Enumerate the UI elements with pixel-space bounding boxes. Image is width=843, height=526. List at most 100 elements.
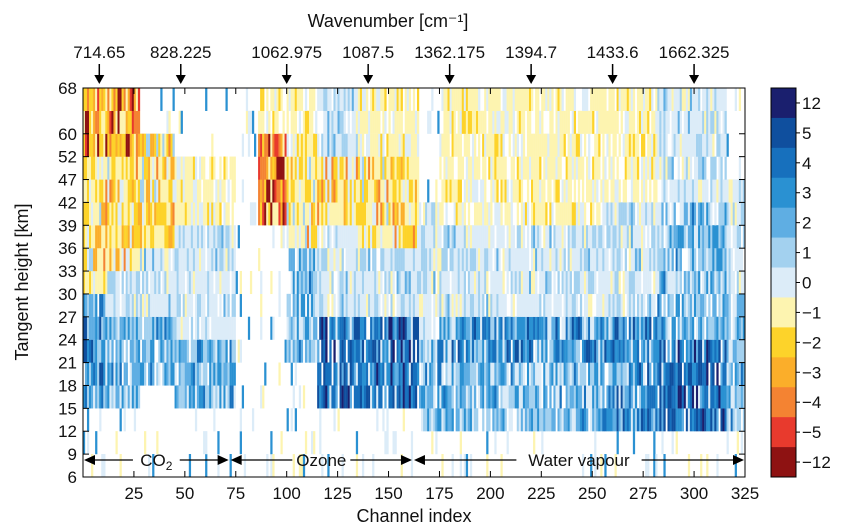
heatmap-cell [431, 225, 434, 249]
heatmap-cell [335, 362, 338, 386]
heatmap-cell [298, 248, 302, 272]
heatmap-cell [575, 362, 579, 386]
heatmap-cell [592, 339, 595, 363]
heatmap-cell [129, 362, 132, 386]
heatmap-cell [107, 156, 110, 180]
heatmap-cell [583, 339, 587, 363]
heatmap-cell [673, 270, 676, 295]
heatmap-cell [459, 362, 462, 386]
heatmap-cell [319, 316, 322, 340]
heatmap-cell [638, 385, 642, 409]
heatmap-cell [712, 156, 715, 180]
heatmap-cell [121, 110, 124, 134]
heatmap-cell [298, 156, 302, 180]
heatmap-cell [160, 156, 163, 180]
heatmap-cell [661, 110, 664, 134]
heatmap-cell [602, 88, 605, 111]
heatmap-cell [288, 248, 291, 272]
heatmap-cell [628, 88, 632, 111]
heatmap-cell [583, 248, 587, 272]
heatmap-cell [561, 408, 564, 432]
heatmap-cell [512, 110, 515, 134]
heatmap-cell [125, 316, 128, 340]
heatmap-cell [618, 293, 621, 317]
heatmap-cell [160, 179, 163, 203]
heatmap-cell [217, 362, 220, 386]
heatmap-cell [740, 179, 744, 203]
heatmap-cell [720, 293, 723, 317]
heatmap-cell [400, 385, 403, 409]
heatmap-cell [712, 88, 715, 111]
heatmap-cell [600, 316, 603, 340]
heatmap-cell [146, 293, 149, 317]
heatmap-cell [396, 88, 399, 111]
heatmap-cell [451, 88, 454, 111]
heatmap-cell [693, 385, 697, 409]
heatmap-cell [217, 431, 220, 455]
heatmap-cell [95, 133, 98, 157]
heatmap-cell [205, 270, 208, 295]
heatmap-cell [178, 179, 181, 203]
heatmap-cell [294, 88, 297, 111]
heatmap-cell [685, 156, 689, 180]
heatmap-cell [219, 179, 222, 203]
heatmap-cell [500, 362, 503, 386]
heatmap-cell [215, 270, 218, 295]
heatmap-cell [103, 225, 106, 249]
heatmap-cell [115, 225, 118, 249]
heatmap-cell [282, 202, 285, 226]
heatmap-cell [622, 339, 625, 363]
heatmap-cell [590, 339, 593, 363]
heatmap-cell [292, 270, 295, 295]
heatmap-cell [382, 156, 385, 180]
heatmap-cell [93, 362, 96, 386]
heatmap-cell [141, 339, 145, 363]
heatmap-cell [117, 316, 120, 340]
heatmap-cell [402, 248, 405, 272]
heatmap-cell [712, 270, 715, 295]
heatmap-cell [742, 362, 745, 386]
heatmap-cell [233, 362, 236, 386]
region-arrow-head-left [84, 455, 95, 465]
heatmap-cell [129, 202, 132, 226]
heatmap-cell [661, 339, 664, 363]
heatmap-cell [608, 88, 611, 111]
heatmap-cell [693, 179, 697, 203]
heatmap-cell [304, 339, 308, 363]
heatmap-cell [571, 293, 574, 317]
heatmap-cell [722, 293, 725, 317]
heatmap-cell [700, 454, 703, 477]
heatmap-cell [427, 293, 430, 317]
heatmap-cell [254, 133, 257, 157]
heatmap-cell [304, 110, 308, 134]
heatmap-cell [435, 202, 438, 226]
heatmap-cell [182, 270, 185, 295]
heatmap-cell [374, 316, 377, 340]
heatmap-cell [423, 316, 426, 340]
colorbar-label: −1 [802, 303, 821, 322]
heatmap-cell [545, 270, 548, 295]
heatmap-cell [376, 316, 379, 340]
heatmap-cell [156, 179, 159, 203]
heatmap-cell [298, 270, 302, 295]
heatmap-cell [368, 110, 371, 134]
heatmap-cell [211, 133, 214, 157]
heatmap-cell [376, 110, 379, 134]
heatmap-cell [408, 110, 412, 134]
heatmap-cell [402, 293, 405, 317]
heatmap-cell [583, 225, 587, 249]
heatmap-cell [91, 385, 94, 409]
heatmap-cell [105, 362, 108, 386]
heatmap-cell [604, 179, 607, 203]
heatmap-cell [679, 88, 682, 111]
heatmap-cell [123, 156, 126, 180]
heatmap-cell [447, 156, 450, 180]
heatmap-cell [382, 110, 385, 134]
heatmap-cell [300, 454, 304, 477]
heatmap-cell [624, 110, 627, 134]
heatmap-cell [361, 225, 365, 249]
heatmap-cell [386, 133, 389, 157]
heatmap-cell [133, 339, 137, 363]
heatmap-cell [724, 202, 727, 226]
heatmap-cell [543, 293, 546, 317]
